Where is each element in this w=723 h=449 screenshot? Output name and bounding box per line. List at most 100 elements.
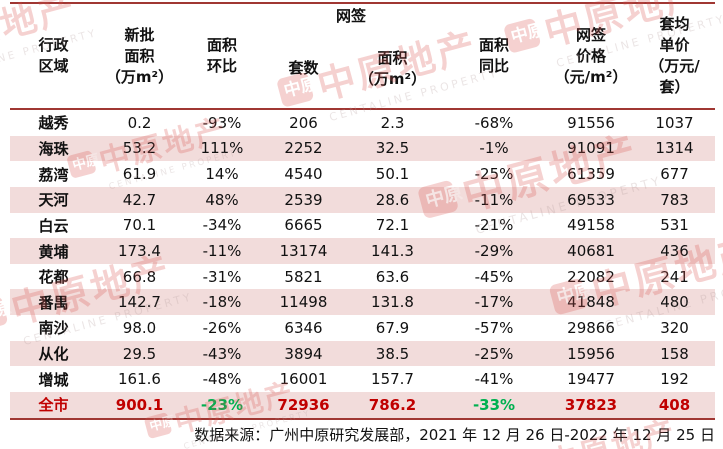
cell-deal-price: 91091: [567, 139, 615, 158]
cell-new-approved-area: 0.2: [127, 113, 152, 132]
cell-avg-price-per-unit: 320: [660, 318, 689, 337]
col-header-deal-units: 套数: [262, 29, 345, 110]
cell-new-approved-area: 42.7: [122, 190, 157, 209]
cell-deal-units: 11498: [279, 293, 328, 312]
cell-deal-units: 206: [289, 113, 318, 132]
cell-avg-price-per-unit: 677: [660, 165, 689, 184]
cell-new-approved-area: 900.1: [97, 392, 182, 420]
cell-deal-units: 2539: [284, 190, 323, 209]
cell-district: 天河: [38, 191, 69, 210]
cell-new-approved-area: 173.4: [118, 242, 161, 261]
cell-new-approved-area: 142.7: [118, 293, 161, 312]
col-header-avg-price-per-unit: 套均 单价 （万元/ 套）: [634, 3, 716, 110]
table-row: 增城 161.6 -48% 16001 157.7 -41% 19477 192: [10, 366, 715, 392]
cell-district: 从化: [38, 345, 69, 364]
cell-avg-price-per-unit: 158: [660, 344, 689, 363]
cell-deal-area: 50.1: [375, 165, 410, 184]
table-row: 荔湾 61.9 14% 4540 50.1 -25% 61359 677: [10, 161, 715, 187]
cell-area-yoy: -25%: [474, 165, 514, 184]
cell-deal-price: 61359: [567, 165, 615, 184]
cell-area-mom: 48%: [205, 190, 239, 209]
cell-area-yoy: -11%: [474, 190, 514, 209]
cell-avg-price-per-unit: 1314: [655, 139, 694, 158]
cell-area-yoy: -41%: [474, 370, 514, 389]
cell-district: 海珠: [38, 139, 69, 158]
cell-area-mom: -34%: [202, 216, 242, 235]
cell-deal-area: 141.3: [371, 242, 414, 261]
table-row: 黄埔 173.4 -11% 13174 141.3 -29% 40681 436: [10, 238, 716, 264]
col-header-deal-area: 面积 （万m²）: [345, 29, 441, 110]
cell-area-mom: -31%: [202, 267, 242, 286]
data-source-note: 数据来源：广州中原研究发展部，2021 年 12 月 26 日-2022 年 1…: [194, 426, 715, 444]
cell-deal-price: 29866: [567, 318, 615, 337]
cell-area-mom: 111%: [200, 139, 244, 158]
cell-deal-area: 28.6: [375, 190, 410, 209]
cell-deal-units: 3894: [284, 344, 323, 363]
centaline-logo-icon: 中原: [0, 295, 14, 333]
cell-deal-price: 69533: [567, 190, 615, 209]
cell-area-yoy: -33%: [440, 392, 549, 420]
cell-new-approved-area: 29.5: [122, 344, 157, 363]
table-row-total: 全市 900.1 -23% 72936 786.2 -33% 37823 408: [10, 392, 716, 420]
cell-deal-area: 72.1: [375, 216, 410, 235]
cell-deal-units: 2252: [284, 139, 323, 158]
cell-area-mom: -93%: [202, 113, 242, 132]
cell-district: 花都: [38, 268, 69, 287]
cell-deal-units: 72936: [262, 392, 345, 420]
cell-area-yoy: -68%: [474, 113, 514, 132]
table-body: 越秀 0.2 -93% 206 2.3 -68% 91556 1037 海珠 53.2 111% 22…: [10, 109, 716, 420]
cell-avg-price-per-unit: 408: [634, 392, 716, 420]
cell-deal-price: 41848: [567, 293, 615, 312]
cell-deal-area: 157.7: [371, 370, 414, 389]
col-header-area-mom: 面积 环比: [182, 3, 262, 110]
cell-avg-price-per-unit: 241: [660, 267, 689, 286]
cell-district: 白云: [38, 216, 69, 235]
cell-area-yoy: -21%: [474, 216, 514, 235]
cell-deal-area: 2.3: [380, 113, 405, 132]
table-row: 白云 70.1 -34% 6665 72.1 -21% 49158 531: [10, 213, 715, 239]
cell-area-yoy: -45%: [474, 267, 514, 286]
col-header-area-yoy: 面积 同比: [440, 3, 549, 110]
cell-deal-price: 19477: [567, 370, 615, 389]
cell-deal-units: 6346: [284, 318, 323, 337]
table-row: 天河 42.7 48% 2539 28.6 -11% 69533 783: [10, 186, 716, 213]
cell-district: 黄埔: [38, 242, 69, 261]
table-row: 从化 29.5 -43% 3894 38.5 -25% 15956 158: [10, 340, 716, 367]
col-group-wangqian: 网签: [336, 7, 367, 25]
cell-deal-units: 13174: [279, 242, 328, 261]
cell-new-approved-area: 61.9: [122, 165, 157, 184]
cell-area-yoy: -25%: [474, 344, 514, 363]
cell-area-mom: -48%: [202, 370, 242, 389]
cell-district: 全市: [10, 392, 97, 420]
cell-district: 越秀: [38, 114, 69, 133]
table-row: 花都 66.8 -31% 5821 63.6 -45% 22082 241: [10, 264, 715, 290]
cell-deal-area: 63.6: [375, 267, 410, 286]
cell-deal-area: 38.5: [375, 344, 410, 363]
col-header-new-approved-area: 新批 面积 （万m²）: [97, 3, 182, 110]
cell-area-mom: -26%: [202, 318, 242, 337]
cell-new-approved-area: 53.2: [122, 139, 157, 158]
col-header-district: 行政 区域: [10, 3, 97, 110]
cell-deal-units: 5821: [284, 267, 323, 286]
table-row: 南沙 98.0 -26% 6346 67.9 -57% 29866 320: [10, 315, 715, 341]
cell-area-mom: 14%: [205, 165, 239, 184]
cell-area-yoy: -17%: [474, 293, 514, 312]
guangzhou-housing-table: 行政 区域 新批 面积 （万m²） 面积 环比 网签 面积 同比 网签 价格 （…: [10, 2, 716, 420]
cell-deal-units: 16001: [279, 370, 328, 389]
cell-deal-area: 786.2: [345, 392, 441, 420]
col-header-deal-price: 网签 价格 （元/m²）: [548, 3, 635, 110]
cell-new-approved-area: 66.8: [122, 267, 157, 286]
cell-deal-price: 37823: [548, 392, 635, 420]
cell-avg-price-per-unit: 1037: [655, 113, 694, 132]
cell-deal-units: 6665: [284, 216, 323, 235]
cell-avg-price-per-unit: 783: [660, 190, 689, 209]
cell-area-mom: -43%: [202, 344, 242, 363]
cell-area-yoy: -57%: [474, 318, 514, 337]
cell-deal-units: 4540: [284, 165, 323, 184]
cell-deal-price: 91556: [567, 113, 615, 132]
cell-new-approved-area: 98.0: [122, 318, 157, 337]
table-row: 越秀 0.2 -93% 206 2.3 -68% 91556 1037: [10, 109, 715, 136]
cell-district: 番禺: [38, 293, 69, 312]
cell-district: 南沙: [38, 319, 69, 338]
cell-area-mom: -11%: [202, 242, 242, 261]
